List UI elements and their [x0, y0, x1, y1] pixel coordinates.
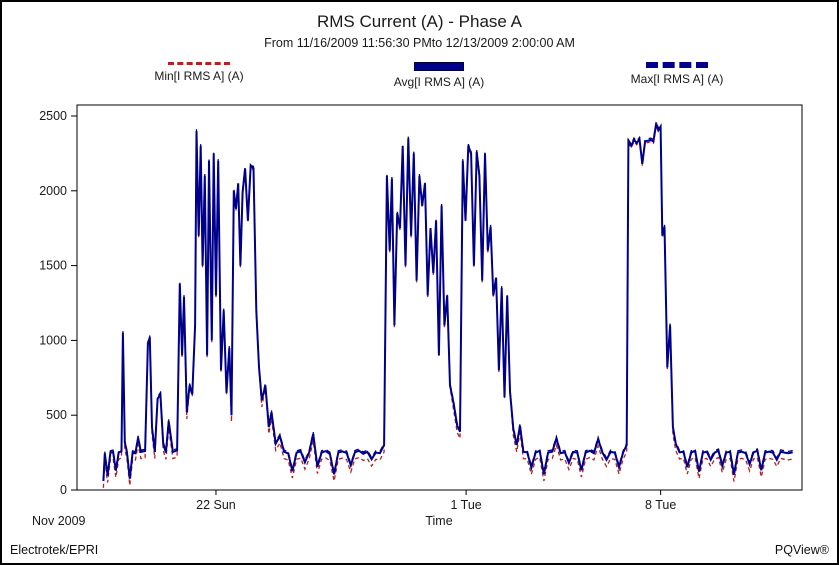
legend-item-min: Min[I RMS A] (A)	[134, 62, 264, 83]
plot-frame	[76, 104, 803, 491]
x-axis-title: Time	[425, 514, 452, 528]
avg-series-line	[102, 122, 793, 482]
chart-plot-area: 0 500 1000 1500 2000 2500 22 Sun 1 Tue 8 Tue Nov…	[32, 104, 803, 528]
y-tick-label: 0	[60, 483, 67, 497]
y-tick-label: 1500	[39, 259, 67, 273]
max-dashed-line-icon	[646, 62, 708, 68]
x-tick-label: 8 Tue	[645, 498, 676, 512]
x-tick-label: 22 Sun	[196, 498, 236, 512]
chart-date-range: From 11/16/2009 11:56:30 PMto 12/13/2009…	[264, 36, 575, 50]
legend-item-max: Max[I RMS A] (A)	[612, 62, 742, 86]
min-dashed-line-icon	[168, 62, 230, 65]
legend-label-min: Min[I RMS A] (A)	[154, 69, 244, 83]
legend-label-max: Max[I RMS A] (A)	[630, 72, 724, 86]
y-tick-label: 2500	[39, 109, 67, 123]
legend-label-avg: Avg[I RMS A] (A)	[393, 75, 485, 89]
footer-branding-right: PQView®	[774, 543, 829, 557]
y-tick-label: 500	[46, 408, 67, 422]
chart-title: RMS Current (A) - Phase A	[316, 12, 522, 31]
avg-solid-line-icon	[414, 62, 464, 71]
y-tick-label: 2000	[39, 184, 67, 198]
month-axis-label: Nov 2009	[32, 514, 86, 528]
footer-branding-left: Electrotek/EPRI	[10, 543, 99, 557]
y-tick-label: 1000	[39, 333, 67, 347]
legend-item-avg: Avg[I RMS A] (A)	[374, 62, 504, 89]
x-tick-label: 1 Tue	[450, 498, 481, 512]
